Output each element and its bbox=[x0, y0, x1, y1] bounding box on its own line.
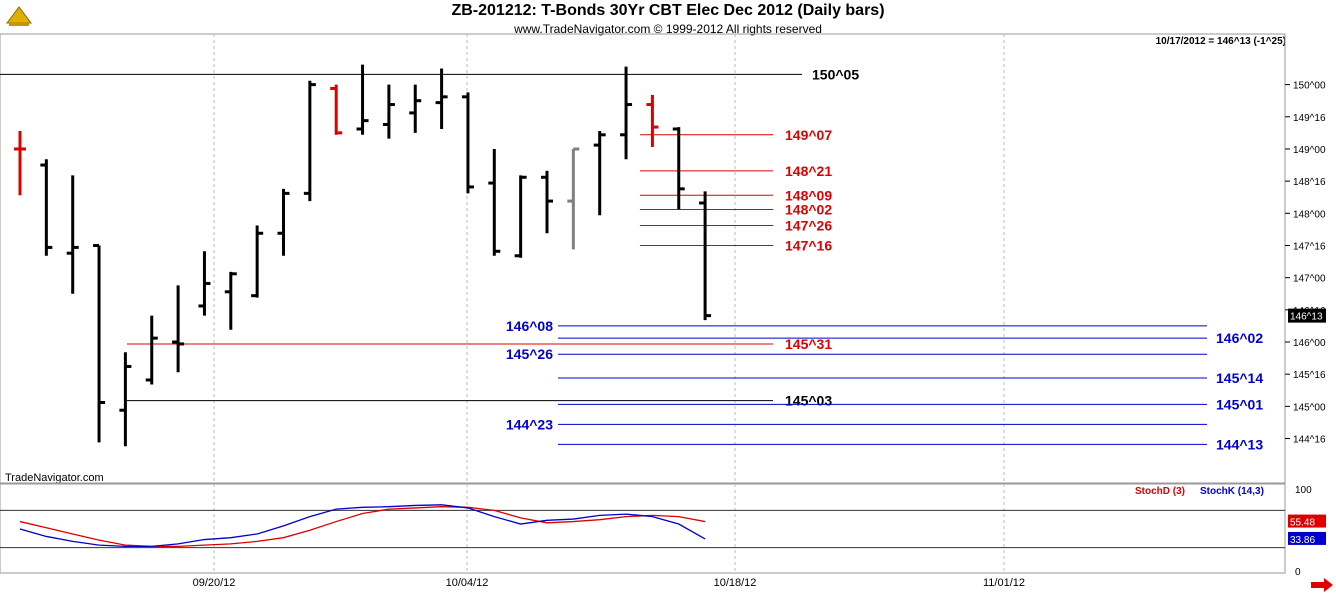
level-label: 144^13 bbox=[1216, 436, 1263, 452]
copyright-text: www.TradeNavigator.com © 1999-2012 All r… bbox=[514, 22, 822, 36]
stoch-last-box bbox=[1288, 531, 1326, 545]
x-tick-label: 11/01/12 bbox=[983, 577, 1025, 589]
y-tick-label: 149^16 bbox=[1293, 113, 1326, 124]
price-pane-border bbox=[0, 33, 1286, 484]
y-tick-label: 148^00 bbox=[1293, 209, 1326, 220]
brand-label: TradeNavigator.com bbox=[5, 472, 104, 484]
y-tick-label: 148^16 bbox=[1293, 177, 1326, 188]
legend-stoch-d: StochD (3) bbox=[1135, 486, 1185, 497]
x-tick-label: 10/04/12 bbox=[446, 577, 489, 589]
level-label: 148^09 bbox=[785, 187, 832, 203]
y-tick-label: 145^00 bbox=[1293, 402, 1326, 413]
level-label: 145^01 bbox=[1216, 396, 1263, 412]
level-label: 149^07 bbox=[785, 127, 832, 143]
stoch-last-box bbox=[1288, 514, 1326, 528]
y-tick-label: 147^00 bbox=[1293, 274, 1326, 285]
last-price-label: 146^13 bbox=[1290, 312, 1323, 323]
level-label: 145^26 bbox=[506, 346, 553, 362]
x-tick-label: 10/18/12 bbox=[714, 577, 757, 589]
stoch-y-label-0: 0 bbox=[1295, 567, 1301, 578]
price-readout: 10/17/2012 = 146^13 (-1^25) bbox=[1155, 36, 1286, 47]
chart-title: ZB-201212: T-Bonds 30Yr CBT Elec Dec 201… bbox=[451, 2, 885, 19]
y-tick-label: 145^16 bbox=[1293, 370, 1326, 381]
level-label: 150^05 bbox=[812, 66, 859, 82]
y-tick-label: 144^16 bbox=[1293, 435, 1326, 446]
legend-stoch-k: StochK (14,3) bbox=[1200, 486, 1264, 497]
level-label: 147^26 bbox=[785, 218, 832, 234]
y-tick-label: 146^00 bbox=[1293, 338, 1326, 349]
level-label: 145^31 bbox=[785, 336, 832, 352]
stoch-last-label: 55.48 bbox=[1290, 518, 1315, 529]
level-label: 147^16 bbox=[785, 237, 832, 253]
scroll-right-arrow-icon[interactable] bbox=[1310, 578, 1334, 597]
stoch-y-label-100: 100 bbox=[1295, 485, 1312, 496]
stoch-pane-border bbox=[0, 483, 1286, 574]
x-tick-label: 09/20/12 bbox=[193, 577, 236, 589]
stoch-series-line bbox=[19, 504, 706, 548]
level-label: 146^08 bbox=[506, 318, 553, 334]
level-label: 144^23 bbox=[506, 416, 553, 432]
level-label: 145^03 bbox=[785, 393, 832, 409]
level-label: 145^14 bbox=[1216, 370, 1263, 386]
trade-navigator-logo-icon[interactable] bbox=[4, 3, 34, 34]
level-label: 146^02 bbox=[1216, 330, 1263, 346]
stoch-series-line bbox=[19, 506, 706, 548]
y-tick-label: 147^16 bbox=[1293, 241, 1326, 252]
last-price-box bbox=[1288, 308, 1326, 323]
stoch-last-label: 33.86 bbox=[1290, 535, 1315, 546]
level-label: 148^02 bbox=[785, 201, 832, 217]
y-tick-label: 150^00 bbox=[1293, 81, 1326, 92]
y-tick-label: 149^00 bbox=[1293, 145, 1326, 156]
level-label: 148^21 bbox=[785, 163, 832, 179]
